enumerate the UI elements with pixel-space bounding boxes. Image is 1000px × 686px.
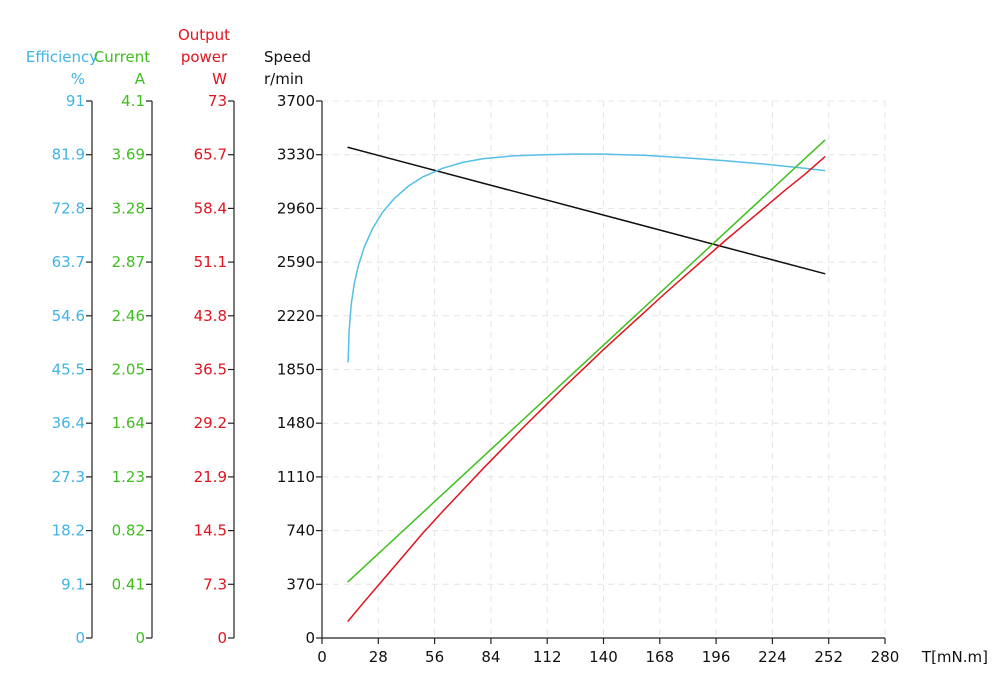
efficiency-tick-label: 18.2 bbox=[52, 522, 85, 540]
current-tick-label: 2.05 bbox=[112, 361, 145, 379]
speed-tick-label: 2590 bbox=[277, 253, 315, 271]
power-axis: 0 7.3 14.5 21.9 29.2 36.5 43.8 51.1 58.4 65.7 73 Ou… bbox=[178, 26, 235, 647]
power-tick-label: 36.5 bbox=[194, 361, 227, 379]
power-tick-label: 73 bbox=[208, 92, 227, 110]
x-tick-label: 140 bbox=[589, 648, 618, 666]
power-tick-label: 65.7 bbox=[194, 146, 227, 164]
current-axis-title: Current bbox=[94, 48, 150, 66]
speed-tick-label: 1480 bbox=[277, 414, 315, 432]
current-tick-label: 3.69 bbox=[112, 146, 145, 164]
current-axis: 0 0.41 0.82 1.23 1.64 2.05 2.46 2.87 3.28 3.69 4.1… bbox=[94, 48, 153, 647]
speed-tick-label: 740 bbox=[286, 522, 315, 540]
power-tick-label: 21.9 bbox=[194, 468, 227, 486]
speed-axis-title: r/min bbox=[264, 70, 304, 88]
power-tick-label: 29.2 bbox=[194, 414, 227, 432]
x-tick-label: 84 bbox=[481, 648, 500, 666]
power-series-line bbox=[347, 156, 826, 622]
x-tick-label: 56 bbox=[425, 648, 444, 666]
power-tick-label: 58.4 bbox=[194, 199, 227, 217]
x-axis: 0 28 56 84 112 140 168 196 224 252 280 T[mN.m] bbox=[317, 637, 988, 666]
x-tick-label: 196 bbox=[702, 648, 731, 666]
current-tick-label: 3.28 bbox=[112, 199, 145, 217]
x-axis-title: T[mN.m] bbox=[921, 648, 988, 666]
current-tick-label: 1.64 bbox=[112, 414, 145, 432]
power-axis-title: power bbox=[181, 48, 228, 66]
power-axis-title: W bbox=[212, 70, 227, 88]
speed-tick-label: 1110 bbox=[277, 468, 315, 486]
current-tick-label: 0 bbox=[135, 629, 145, 647]
current-series-line bbox=[347, 139, 826, 583]
efficiency-tick-label: 72.8 bbox=[52, 199, 85, 217]
efficiency-tick-label: 54.6 bbox=[52, 307, 85, 325]
speed-axis: 0 370 740 1110 1480 1850 2220 2590 2960 3330 3700 S… bbox=[264, 48, 323, 647]
speed-axis-title: Speed bbox=[264, 48, 311, 66]
power-tick-label: 0 bbox=[217, 629, 227, 647]
efficiency-series-line bbox=[347, 153, 826, 363]
x-tick-label: 112 bbox=[533, 648, 562, 666]
efficiency-tick-label: 63.7 bbox=[52, 253, 85, 271]
speed-tick-label: 370 bbox=[286, 575, 315, 593]
efficiency-tick-label: 9.1 bbox=[61, 575, 85, 593]
efficiency-tick-label: 91 bbox=[66, 92, 85, 110]
speed-tick-label: 2960 bbox=[277, 199, 315, 217]
x-tick-label: 280 bbox=[871, 648, 900, 666]
x-tick-label: 224 bbox=[758, 648, 787, 666]
speed-tick-label: 3700 bbox=[277, 92, 315, 110]
x-tick-label: 0 bbox=[317, 648, 327, 666]
efficiency-tick-label: 27.3 bbox=[52, 468, 85, 486]
efficiency-axis-title: Efficiency bbox=[26, 48, 98, 66]
current-tick-label: 0.82 bbox=[112, 522, 145, 540]
efficiency-tick-label: 45.5 bbox=[52, 361, 85, 379]
speed-tick-label: 1850 bbox=[277, 361, 315, 379]
current-tick-label: 2.46 bbox=[112, 307, 145, 325]
efficiency-axis: 0 9.1 18.2 27.3 36.4 45.5 54.6 63.7 72.8 81.9 91 Ef… bbox=[26, 48, 98, 647]
x-tick-label: 252 bbox=[814, 648, 843, 666]
power-tick-label: 51.1 bbox=[194, 253, 227, 271]
speed-tick-label: 3330 bbox=[277, 146, 315, 164]
x-tick-label: 168 bbox=[645, 648, 674, 666]
efficiency-tick-label: 0 bbox=[75, 629, 85, 647]
efficiency-axis-title: % bbox=[71, 70, 85, 88]
speed-tick-label: 0 bbox=[305, 629, 315, 647]
efficiency-tick-label: 36.4 bbox=[52, 414, 85, 432]
current-tick-label: 2.87 bbox=[112, 253, 145, 271]
series bbox=[347, 139, 826, 622]
speed-tick-label: 2220 bbox=[277, 307, 315, 325]
power-tick-label: 7.3 bbox=[203, 575, 227, 593]
x-tick-label: 28 bbox=[369, 648, 388, 666]
current-tick-label: 0.41 bbox=[112, 575, 145, 593]
current-tick-label: 4.1 bbox=[121, 92, 145, 110]
grid bbox=[322, 100, 886, 638]
power-tick-label: 14.5 bbox=[194, 522, 227, 540]
current-axis-title: A bbox=[135, 70, 146, 88]
power-tick-label: 43.8 bbox=[194, 307, 227, 325]
axes: 0 9.1 18.2 27.3 36.4 45.5 54.6 63.7 72.8 81.9 91 Ef… bbox=[26, 26, 988, 666]
power-axis-title: Output bbox=[178, 26, 230, 44]
efficiency-tick-label: 81.9 bbox=[52, 146, 85, 164]
speed-series-line bbox=[347, 146, 826, 275]
current-tick-label: 1.23 bbox=[112, 468, 145, 486]
